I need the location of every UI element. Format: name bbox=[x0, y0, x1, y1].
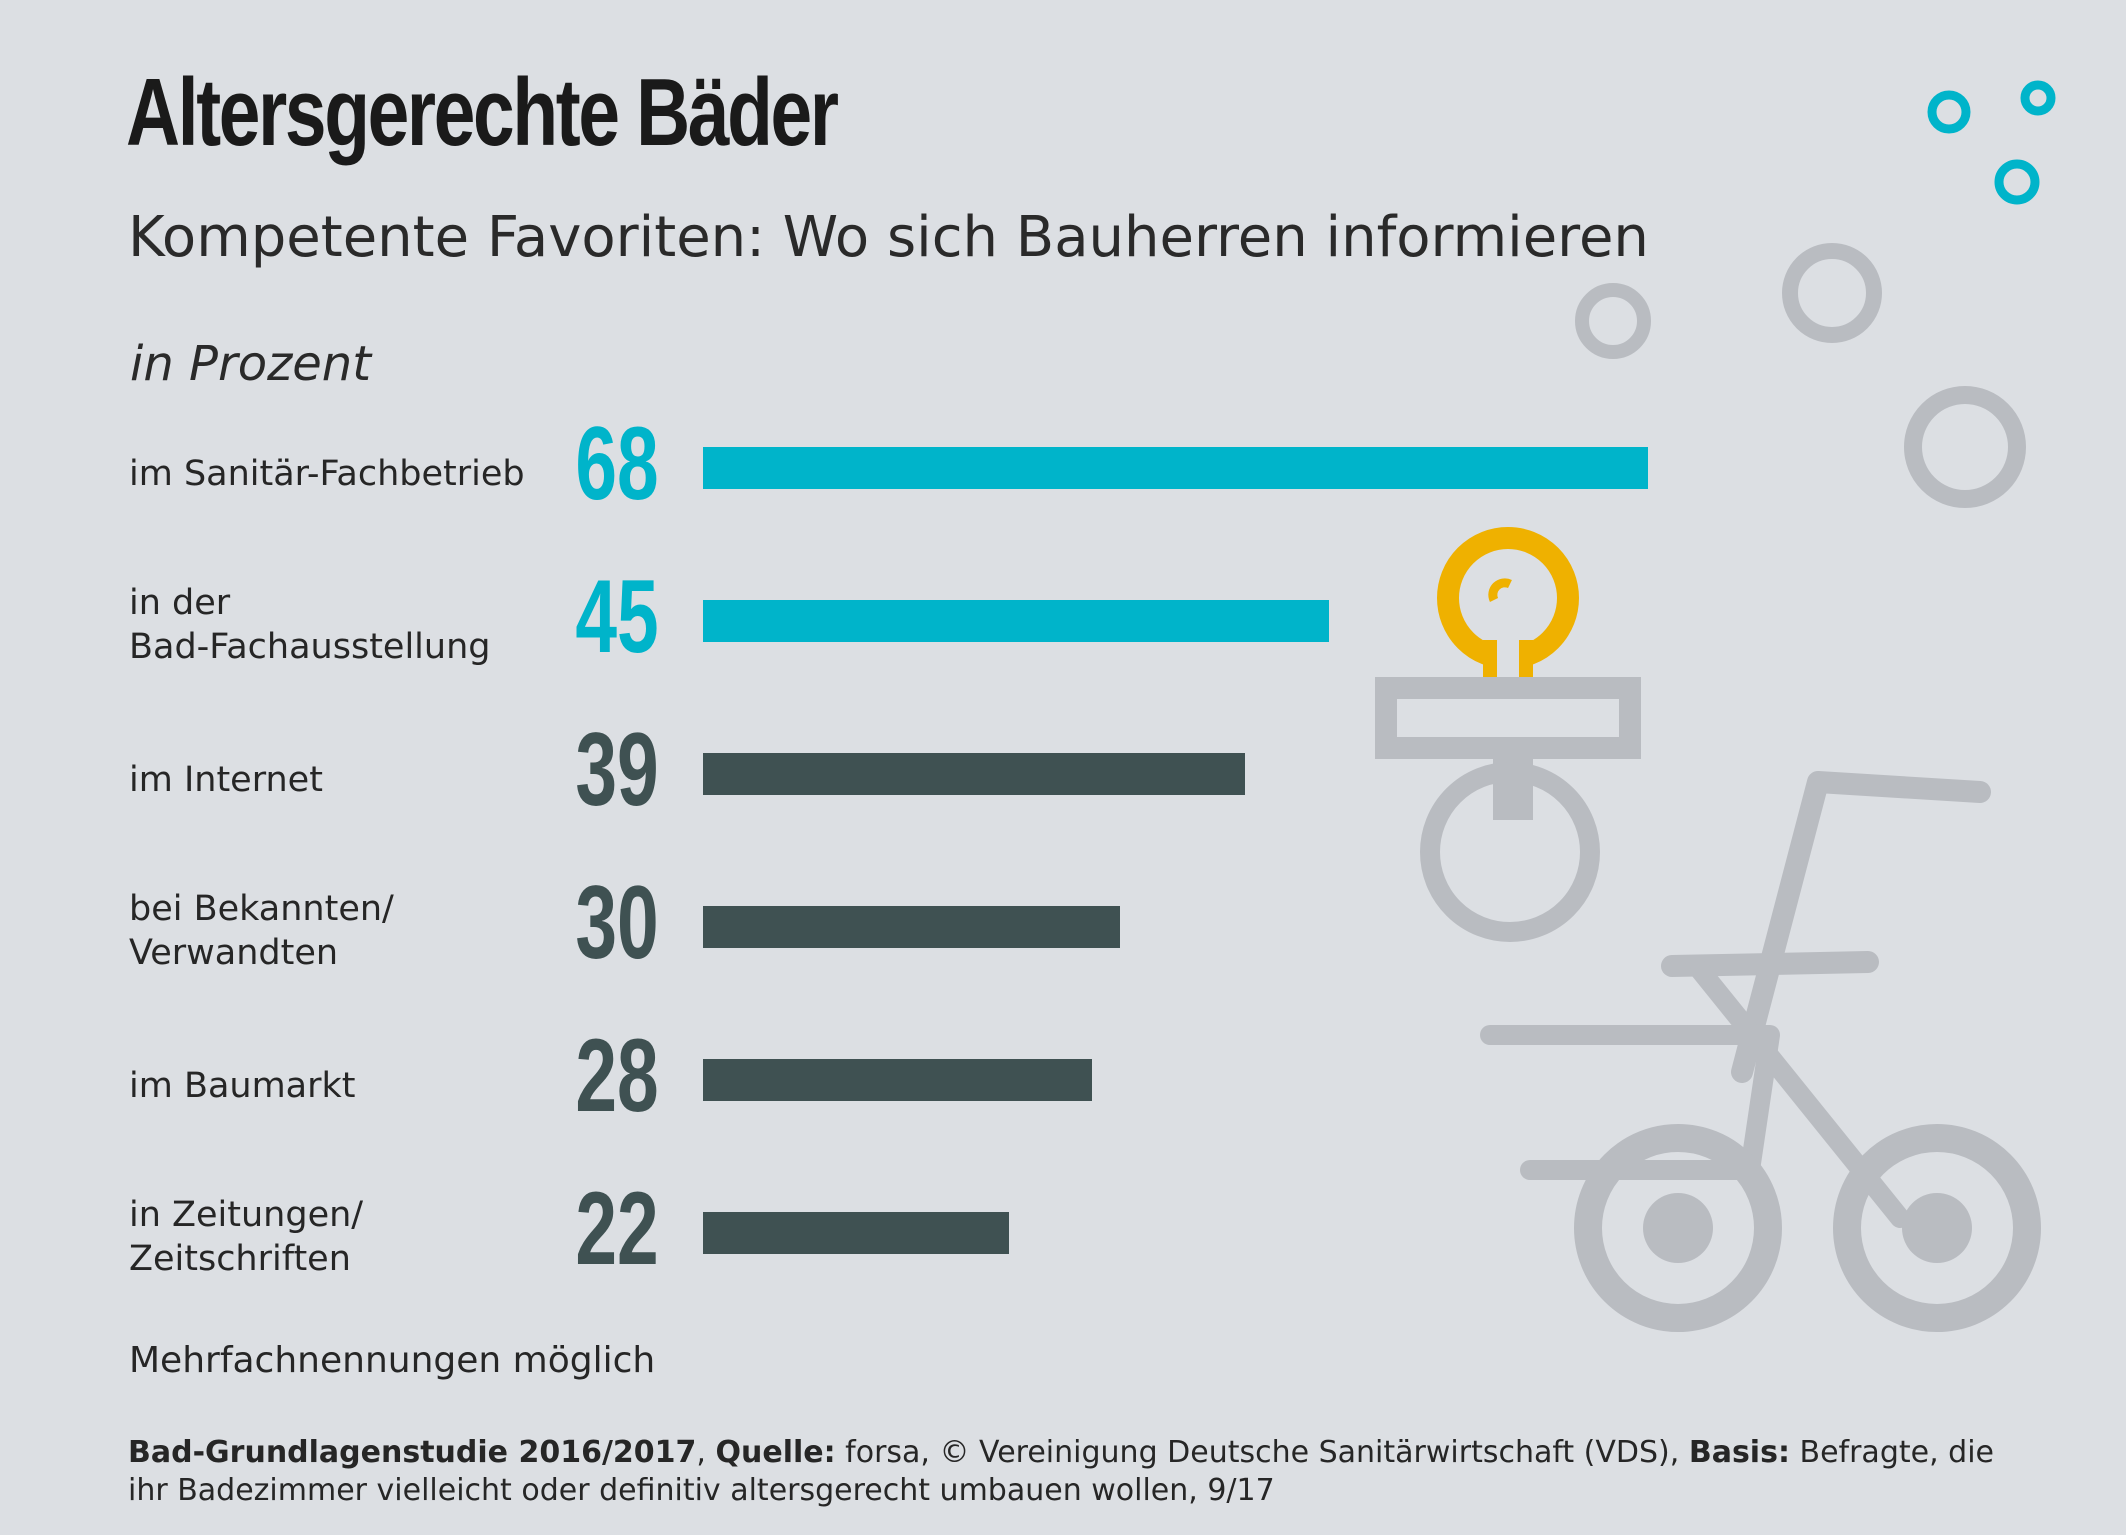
footnote: Mehrfachnennungen möglich bbox=[129, 1340, 656, 1381]
bubble-icon bbox=[2020, 80, 2056, 116]
bubble-icon bbox=[1904, 386, 2026, 508]
stroller-icon bbox=[1480, 771, 2041, 1332]
bubble-icon bbox=[1575, 283, 1651, 359]
bubble-icon bbox=[1927, 90, 1971, 134]
category-label: in der Bad-Fachausstellung bbox=[129, 581, 490, 669]
value-label: 28 bbox=[575, 1018, 659, 1134]
stroller-hub-icon bbox=[1643, 1193, 1713, 1263]
study-label: Bad-Grundlagenstudie 2016/2017 bbox=[128, 1435, 697, 1470]
bar bbox=[703, 906, 1120, 948]
category-label: in Zeitungen/Zeitschriften bbox=[129, 1193, 363, 1281]
category-label-line: Zeitschriften bbox=[129, 1239, 351, 1279]
bubble-icons bbox=[1927, 80, 2056, 205]
bar bbox=[703, 1059, 1092, 1101]
value-label: 39 bbox=[575, 712, 659, 828]
bar bbox=[703, 753, 1245, 795]
bubble-icon bbox=[1994, 159, 2040, 205]
category-label: im Internet bbox=[129, 758, 323, 802]
category-label: im Sanitär-Fachbetrieb bbox=[129, 452, 525, 496]
category-label-line: Verwandten bbox=[129, 933, 339, 973]
category-label-line: in Zeitungen/ bbox=[129, 1195, 364, 1235]
bar bbox=[703, 447, 1648, 489]
unit-label: in Prozent bbox=[130, 336, 372, 392]
chart-subtitle: Kompetente Favoriten: Wo sich Bauherren … bbox=[128, 205, 1649, 270]
stroller-hub-icon bbox=[1902, 1193, 1972, 1263]
grey-bubble-icons bbox=[1575, 243, 2026, 508]
source-label: Quelle: bbox=[715, 1435, 836, 1470]
source-note: Bad-Grundlagenstudie 2016/2017, Quelle: … bbox=[128, 1435, 1994, 1508]
bubble-icon bbox=[1782, 243, 1882, 343]
bar bbox=[703, 1212, 1009, 1254]
category-label-line: in der bbox=[129, 583, 231, 623]
category-label-line: im Internet bbox=[129, 760, 323, 800]
value-label: 22 bbox=[575, 1171, 659, 1287]
chart-title: Altersgerechte Bäder bbox=[126, 59, 839, 166]
category-label: im Baumarkt bbox=[129, 1064, 356, 1108]
category-label-line: bei Bekannten/ bbox=[129, 889, 394, 929]
pacifier-icon bbox=[1375, 527, 1641, 942]
value-label: 30 bbox=[575, 865, 659, 981]
category-label-line: im Baumarkt bbox=[129, 1066, 356, 1106]
category-label: bei Bekannten/Verwandten bbox=[129, 887, 394, 975]
category-label-line: Bad-Fachausstellung bbox=[129, 627, 491, 667]
category-label-line: im Sanitär-Fachbetrieb bbox=[129, 454, 525, 494]
bar bbox=[703, 600, 1329, 642]
value-label: 68 bbox=[575, 406, 659, 522]
source-text: forsa, © Vereinigung Deutsche Sanitärwir… bbox=[845, 1435, 1680, 1470]
basis-label: Basis: bbox=[1688, 1435, 1790, 1470]
basis-text: Befragte, die ihr Badezimmer vielleicht … bbox=[128, 1435, 1994, 1508]
value-label: 45 bbox=[575, 559, 659, 675]
